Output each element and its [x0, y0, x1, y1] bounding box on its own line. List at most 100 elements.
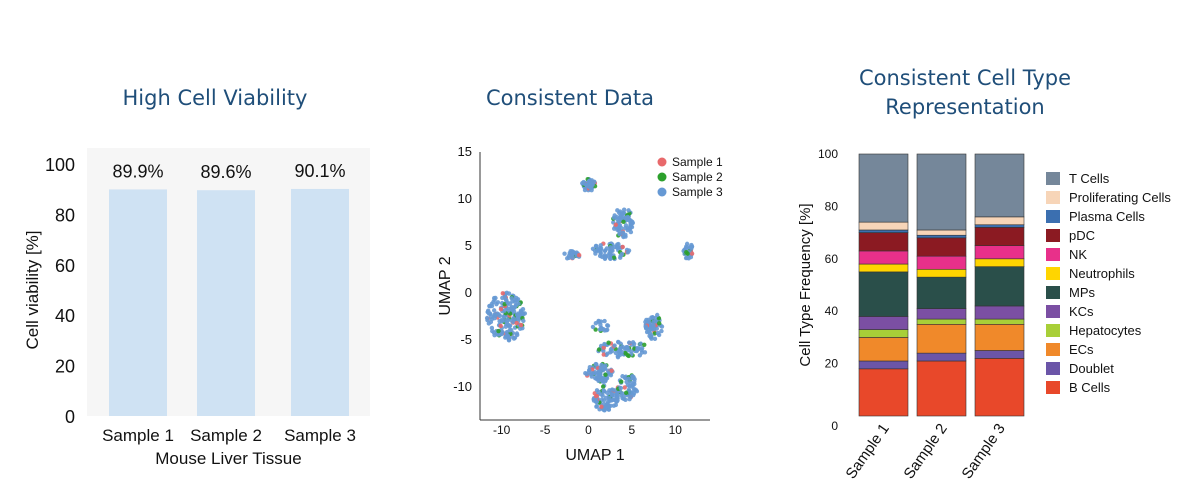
- umap-point: [616, 218, 622, 224]
- umap-point: [593, 243, 599, 249]
- umap-point: [615, 398, 620, 403]
- umap-point: [613, 222, 618, 227]
- umap-point: [609, 368, 614, 373]
- umap-y-tick-label: 15: [458, 144, 472, 159]
- celltype-bar-segment: [974, 245, 1025, 260]
- umap-point: [576, 253, 582, 258]
- umap-point: [610, 246, 615, 251]
- umap-point: [639, 345, 645, 351]
- umap-point: [500, 291, 506, 296]
- umap-point: [608, 347, 614, 352]
- celltype-bar-segment: [916, 360, 967, 417]
- celltype-bar-segment: [916, 229, 967, 236]
- umap-point: [605, 399, 611, 404]
- umap-point: [570, 255, 575, 261]
- umap-point: [624, 379, 629, 385]
- umap-point: [638, 341, 644, 346]
- umap-point: [512, 297, 518, 303]
- umap-point: [509, 296, 514, 301]
- umap-point: [599, 404, 604, 409]
- celltype-bar-segment: [916, 276, 967, 309]
- umap-point: [625, 250, 631, 255]
- celltype-bar-segment: [916, 323, 967, 354]
- celltype-bar-segment: [858, 271, 909, 317]
- umap-point: [620, 231, 626, 236]
- viability-chart-title: High Cell Viability: [122, 86, 308, 110]
- umap-point: [611, 403, 617, 408]
- umap-point: [518, 326, 523, 331]
- umap-point: [630, 373, 635, 379]
- umap-point: [621, 207, 627, 212]
- celltype-legend-label: KCs: [1069, 304, 1094, 319]
- celltype-legend-swatch: [1046, 191, 1060, 204]
- celltype-legend-swatch: [1046, 362, 1060, 375]
- umap-point: [601, 345, 607, 350]
- celltype-legend-label: ECs: [1069, 342, 1094, 357]
- umap-point: [608, 372, 614, 378]
- celltype-y-tick-label: 60: [825, 252, 839, 266]
- celltype-legend-swatch: [1046, 343, 1060, 356]
- umap-point: [511, 336, 517, 341]
- umap-legend-marker: [657, 172, 667, 182]
- umap-point: [597, 253, 603, 259]
- umap-legend-marker: [657, 187, 667, 197]
- umap-point: [514, 320, 519, 326]
- umap-point: [505, 334, 511, 339]
- umap-point: [605, 351, 610, 356]
- umap-point: [652, 331, 657, 336]
- viability-y-tick-label: 80: [55, 205, 75, 225]
- celltype-y-tick-label: 20: [825, 357, 839, 371]
- umap-point: [632, 381, 637, 387]
- celltype-bar-segment: [916, 308, 967, 320]
- celltype-chart-title-line-1: Consistent Cell Type: [858, 66, 1072, 90]
- umap-point: [612, 213, 617, 218]
- celltype-bar-segment: [858, 360, 909, 370]
- umap-point: [648, 323, 653, 328]
- umap-y-tick-label: -10: [453, 379, 472, 394]
- umap-point: [605, 323, 611, 328]
- umap-point: [494, 301, 499, 307]
- umap-point: [499, 319, 505, 324]
- viability-x-axis-label: Mouse Liver Tissue: [155, 449, 301, 468]
- umap-point: [570, 249, 575, 254]
- viability-value-label: 89.9%: [112, 161, 163, 181]
- umap-x-tick-label: 10: [669, 423, 683, 437]
- umap-point: [684, 250, 689, 255]
- umap-point: [613, 350, 619, 356]
- umap-point: [618, 255, 623, 260]
- umap-point: [630, 220, 635, 226]
- celltype-y-tick-label: 80: [825, 199, 839, 213]
- umap-point: [684, 255, 690, 261]
- celltype-bar-segment: [858, 337, 909, 362]
- celltype-bar-segment: [974, 266, 1025, 307]
- umap-point: [594, 403, 600, 409]
- umap-point: [598, 243, 603, 248]
- umap-point: [498, 323, 503, 329]
- umap-point: [612, 343, 617, 348]
- umap-point: [655, 312, 660, 318]
- celltype-bar-segment: [858, 329, 909, 338]
- celltype-bar-segment: [858, 368, 909, 417]
- umap-point: [511, 319, 516, 325]
- umap-point: [584, 371, 590, 377]
- umap-point: [596, 347, 602, 352]
- umap-x-tick-label: 0: [585, 423, 592, 437]
- celltype-y-tick-label: 40: [825, 304, 839, 318]
- umap-x-axis-label: UMAP 1: [565, 447, 624, 464]
- umap-point: [619, 349, 624, 354]
- umap-x-tick-label: 5: [629, 423, 636, 437]
- umap-point: [628, 380, 633, 385]
- umap-point: [620, 244, 625, 250]
- umap-point: [599, 325, 604, 331]
- umap-point: [602, 318, 607, 324]
- umap-point: [486, 321, 492, 326]
- umap-point: [612, 226, 617, 231]
- umap-point: [623, 346, 629, 351]
- umap-point: [596, 319, 602, 324]
- umap-point: [506, 322, 511, 328]
- umap-point: [608, 252, 613, 257]
- umap-point: [651, 326, 657, 331]
- celltype-legend-label: Hepatocytes: [1069, 323, 1142, 338]
- umap-point: [592, 248, 598, 253]
- viability-x-tick-label: Sample 1: [102, 426, 174, 445]
